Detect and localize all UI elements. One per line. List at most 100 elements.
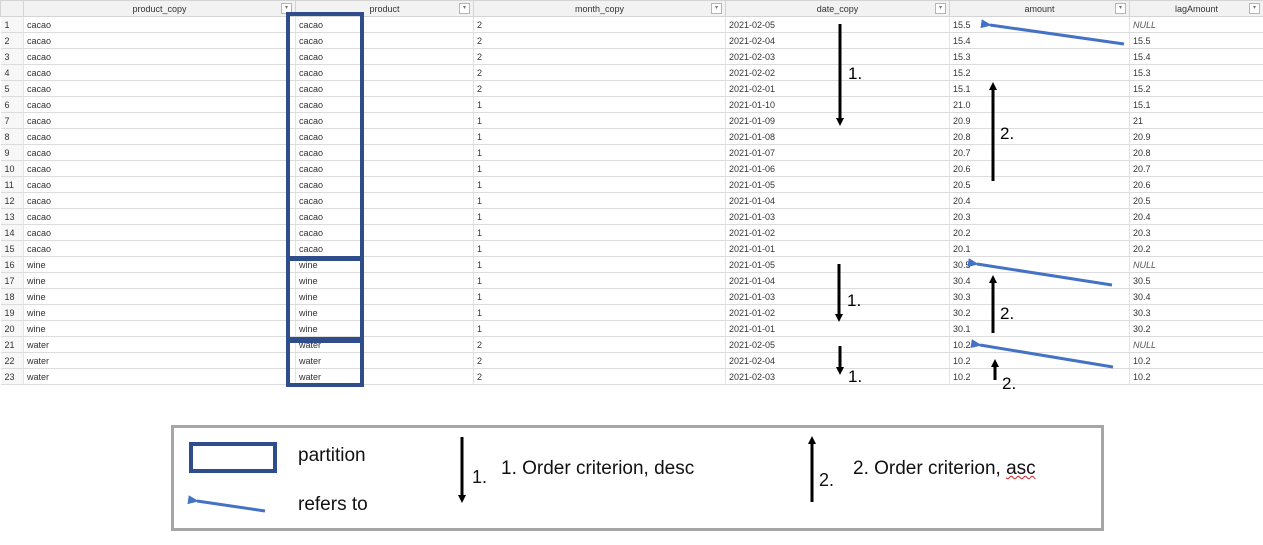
cell-product[interactable]: cacao bbox=[295, 80, 474, 97]
cell-product-copy[interactable]: cacao bbox=[23, 32, 296, 49]
column-header-amount[interactable]: amount ▾ bbox=[949, 0, 1130, 17]
row-number[interactable]: 11 bbox=[0, 176, 24, 193]
cell-month-copy[interactable]: 2 bbox=[473, 48, 726, 65]
cell-product-copy[interactable]: cacao bbox=[23, 16, 296, 33]
table-row[interactable]: 5 cacao cacao 2 2021-02-01 15.1 15.2 bbox=[0, 80, 1263, 97]
cell-amount[interactable]: 21.0 bbox=[949, 96, 1130, 113]
table-row[interactable]: 11 cacao cacao 1 2021-01-05 20.5 20.6 bbox=[0, 176, 1263, 193]
table-row[interactable]: 21 water water 2 2021-02-05 10.2 NULL bbox=[0, 336, 1263, 353]
table-row[interactable]: 19 wine wine 1 2021-01-02 30.2 30.3 bbox=[0, 304, 1263, 321]
row-number[interactable]: 5 bbox=[0, 80, 24, 97]
cell-product-copy[interactable]: wine bbox=[23, 304, 296, 321]
cell-product[interactable]: water bbox=[295, 368, 474, 385]
cell-date-copy[interactable]: 2021-02-03 bbox=[725, 48, 950, 65]
cell-date-copy[interactable]: 2021-01-04 bbox=[725, 192, 950, 209]
cell-product[interactable]: wine bbox=[295, 320, 474, 337]
cell-month-copy[interactable]: 2 bbox=[473, 64, 726, 81]
cell-product[interactable]: cacao bbox=[295, 96, 474, 113]
row-number[interactable]: 18 bbox=[0, 288, 24, 305]
cell-month-copy[interactable]: 1 bbox=[473, 208, 726, 225]
row-number[interactable]: 19 bbox=[0, 304, 24, 321]
cell-amount[interactable]: 30.3 bbox=[949, 288, 1130, 305]
column-header-product-copy[interactable]: product_copy ▾ bbox=[23, 0, 296, 17]
cell-product[interactable]: cacao bbox=[295, 16, 474, 33]
cell-product-copy[interactable]: cacao bbox=[23, 240, 296, 257]
cell-amount[interactable]: 20.8 bbox=[949, 128, 1130, 145]
cell-month-copy[interactable]: 1 bbox=[473, 320, 726, 337]
cell-product-copy[interactable]: cacao bbox=[23, 64, 296, 81]
filter-icon[interactable]: ▾ bbox=[459, 3, 470, 14]
table-row[interactable]: 2 cacao cacao 2 2021-02-04 15.4 15.5 bbox=[0, 32, 1263, 49]
table-row[interactable]: 10 cacao cacao 1 2021-01-06 20.6 20.7 bbox=[0, 160, 1263, 177]
cell-amount[interactable]: 15.2 bbox=[949, 64, 1130, 81]
cell-product[interactable]: cacao bbox=[295, 144, 474, 161]
row-number[interactable]: 15 bbox=[0, 240, 24, 257]
cell-date-copy[interactable]: 2021-02-05 bbox=[725, 336, 950, 353]
cell-date-copy[interactable]: 2021-01-10 bbox=[725, 96, 950, 113]
cell-product-copy[interactable]: cacao bbox=[23, 176, 296, 193]
cell-product-copy[interactable]: cacao bbox=[23, 208, 296, 225]
cell-amount[interactable]: 20.6 bbox=[949, 160, 1130, 177]
cell-product[interactable]: cacao bbox=[295, 112, 474, 129]
row-number[interactable]: 13 bbox=[0, 208, 24, 225]
cell-product-copy[interactable]: cacao bbox=[23, 96, 296, 113]
cell-product-copy[interactable]: water bbox=[23, 352, 296, 369]
cell-date-copy[interactable]: 2021-01-03 bbox=[725, 208, 950, 225]
cell-product-copy[interactable]: cacao bbox=[23, 192, 296, 209]
cell-product[interactable]: cacao bbox=[295, 240, 474, 257]
cell-product-copy[interactable]: cacao bbox=[23, 128, 296, 145]
cell-product[interactable]: wine bbox=[295, 304, 474, 321]
cell-date-copy[interactable]: 2021-01-05 bbox=[725, 176, 950, 193]
cell-product[interactable]: cacao bbox=[295, 176, 474, 193]
table-row[interactable]: 13 cacao cacao 1 2021-01-03 20.3 20.4 bbox=[0, 208, 1263, 225]
cell-month-copy[interactable]: 1 bbox=[473, 176, 726, 193]
cell-month-copy[interactable]: 1 bbox=[473, 256, 726, 273]
table-row[interactable]: 22 water water 2 2021-02-04 10.2 10.2 bbox=[0, 352, 1263, 369]
cell-month-copy[interactable]: 2 bbox=[473, 336, 726, 353]
table-row[interactable]: 14 cacao cacao 1 2021-01-02 20.2 20.3 bbox=[0, 224, 1263, 241]
table-row[interactable]: 23 water water 2 2021-02-03 10.2 10.2 bbox=[0, 368, 1263, 385]
cell-month-copy[interactable]: 1 bbox=[473, 96, 726, 113]
filter-icon[interactable]: ▾ bbox=[935, 3, 946, 14]
cell-product[interactable]: cacao bbox=[295, 128, 474, 145]
row-number[interactable]: 7 bbox=[0, 112, 24, 129]
filter-icon[interactable]: ▾ bbox=[711, 3, 722, 14]
cell-product-copy[interactable]: water bbox=[23, 368, 296, 385]
column-header-month-copy[interactable]: month_copy ▾ bbox=[473, 0, 726, 17]
row-number[interactable]: 9 bbox=[0, 144, 24, 161]
cell-month-copy[interactable]: 2 bbox=[473, 32, 726, 49]
filter-icon[interactable]: ▾ bbox=[1115, 3, 1126, 14]
table-row[interactable]: 16 wine wine 1 2021-01-05 30.5 NULL bbox=[0, 256, 1263, 273]
cell-month-copy[interactable]: 1 bbox=[473, 288, 726, 305]
cell-product[interactable]: cacao bbox=[295, 32, 474, 49]
table-row[interactable]: 8 cacao cacao 1 2021-01-08 20.8 20.9 bbox=[0, 128, 1263, 145]
row-number[interactable]: 16 bbox=[0, 256, 24, 273]
row-number[interactable]: 10 bbox=[0, 160, 24, 177]
column-header-date-copy[interactable]: date_copy ▾ bbox=[725, 0, 950, 17]
cell-amount[interactable]: 30.2 bbox=[949, 304, 1130, 321]
cell-date-copy[interactable]: 2021-01-06 bbox=[725, 160, 950, 177]
table-row[interactable]: 12 cacao cacao 1 2021-01-04 20.4 20.5 bbox=[0, 192, 1263, 209]
cell-date-copy[interactable]: 2021-02-02 bbox=[725, 64, 950, 81]
cell-date-copy[interactable]: 2021-02-01 bbox=[725, 80, 950, 97]
cell-month-copy[interactable]: 1 bbox=[473, 272, 726, 289]
row-number[interactable]: 3 bbox=[0, 48, 24, 65]
table-row[interactable]: 7 cacao cacao 1 2021-01-09 20.9 21 bbox=[0, 112, 1263, 129]
cell-date-copy[interactable]: 2021-01-01 bbox=[725, 240, 950, 257]
cell-month-copy[interactable]: 1 bbox=[473, 240, 726, 257]
cell-month-copy[interactable]: 1 bbox=[473, 224, 726, 241]
cell-date-copy[interactable]: 2021-01-02 bbox=[725, 224, 950, 241]
cell-product-copy[interactable]: wine bbox=[23, 288, 296, 305]
row-number[interactable]: 2 bbox=[0, 32, 24, 49]
cell-product-copy[interactable]: cacao bbox=[23, 224, 296, 241]
cell-month-copy[interactable]: 2 bbox=[473, 352, 726, 369]
cell-amount[interactable]: 20.5 bbox=[949, 176, 1130, 193]
cell-product-copy[interactable]: wine bbox=[23, 256, 296, 273]
cell-month-copy[interactable]: 1 bbox=[473, 112, 726, 129]
cell-amount[interactable]: 20.7 bbox=[949, 144, 1130, 161]
cell-product[interactable]: cacao bbox=[295, 192, 474, 209]
cell-month-copy[interactable]: 2 bbox=[473, 80, 726, 97]
row-number[interactable]: 21 bbox=[0, 336, 24, 353]
cell-product[interactable]: cacao bbox=[295, 208, 474, 225]
row-number[interactable]: 17 bbox=[0, 272, 24, 289]
